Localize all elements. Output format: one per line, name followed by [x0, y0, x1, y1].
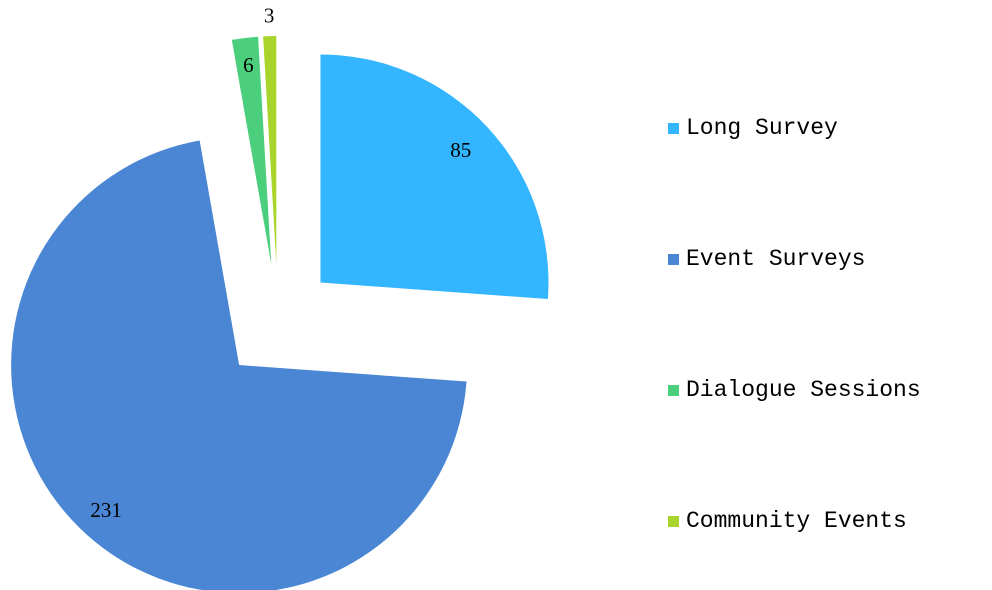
- legend-label: Community Events: [686, 508, 907, 534]
- legend-swatch: [668, 123, 679, 134]
- legend-swatch: [668, 385, 679, 396]
- legend-swatch: [668, 254, 679, 265]
- data-label: 3: [264, 4, 275, 28]
- legend-swatch: [668, 516, 679, 527]
- pie-slice: [320, 54, 549, 300]
- pie-slice: [263, 36, 277, 265]
- legend-label: Long Survey: [686, 115, 838, 141]
- legend-label: Event Surveys: [686, 246, 865, 272]
- pie-slice: [11, 140, 467, 590]
- legend-label: Dialogue Sessions: [686, 377, 921, 403]
- data-label: 231: [90, 498, 122, 522]
- data-label: 85: [450, 138, 471, 162]
- data-label: 6: [243, 53, 254, 77]
- pie-slice: [231, 36, 272, 265]
